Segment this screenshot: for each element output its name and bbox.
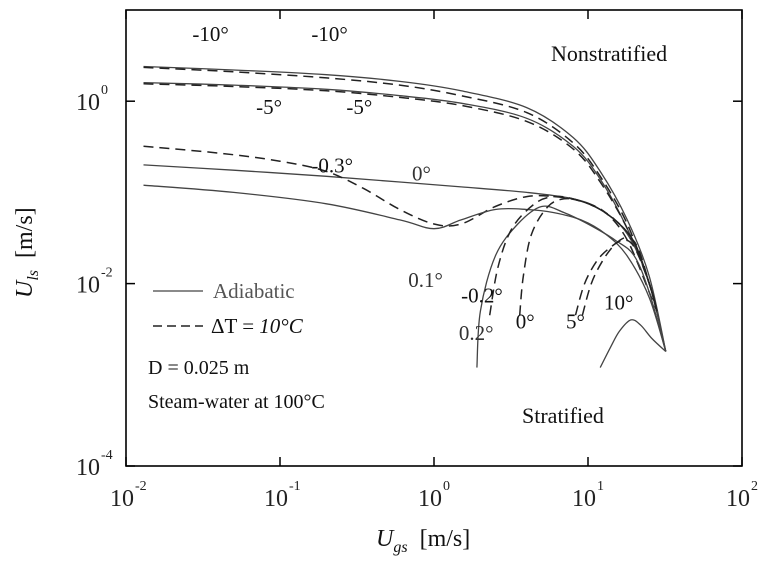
y-tick-label: 10-4: [76, 448, 113, 481]
curve-label: -0.2°: [461, 284, 503, 308]
x-tick-base: 10: [572, 486, 596, 512]
x-tick-label: 10-1: [264, 479, 301, 512]
y-tick-exp: -2: [101, 266, 113, 281]
legend: Adiabatic ΔT = 10°C: [153, 279, 304, 338]
curve-dashed-11: [581, 236, 658, 316]
curve-label: 10°: [604, 291, 633, 315]
legend-heated-value: 10°C: [259, 314, 303, 338]
x-tick-exp: 0: [443, 479, 450, 494]
curve-solid-6: [143, 184, 667, 352]
x-axis-title-main: U: [376, 526, 395, 552]
y-tick-base: 10: [76, 273, 100, 299]
curve-label: -10°: [311, 22, 347, 46]
y-tick-exp: -4: [101, 448, 113, 463]
curve-label: -5°: [256, 95, 282, 119]
curve-solid-12: [599, 319, 667, 368]
y-tick-label: 10-2: [76, 266, 113, 299]
curve-dashed-8: [488, 195, 658, 316]
x-tick-exp: 2: [751, 479, 758, 494]
y-axis-title: Uls [m/s]: [12, 207, 42, 298]
y-axis-title-sub: ls: [25, 270, 42, 281]
x-tick-label: 102: [726, 479, 758, 512]
curve-label: 0.1°: [408, 268, 443, 292]
x-axis-title-sub: gs: [393, 539, 407, 556]
legend-label-heated: ΔT = 10°C: [211, 314, 304, 338]
x-tick-base: 10: [726, 486, 750, 512]
curve-label: 5°: [566, 310, 585, 334]
y-tick-label: 100: [76, 83, 108, 116]
x-tick-exp: -1: [289, 479, 301, 494]
curve-label: 0.2°: [459, 321, 494, 345]
curve-label: 0°: [516, 310, 535, 334]
x-tick-exp: -2: [135, 479, 147, 494]
x-tick-base: 10: [110, 486, 134, 512]
legend-label-adiabatic: Adiabatic: [213, 279, 295, 303]
curve-labels-group: -10° -10° -5° -5° -0.3° 0° 0.1° -0.2° 0.2° 0° 5° 10…: [192, 22, 633, 345]
x-axis-title: Ugs [m/s]: [376, 526, 470, 556]
curve-solid-7: [476, 205, 667, 368]
curve-label: -5°: [346, 95, 372, 119]
note-diameter: D = 0.025 m: [148, 357, 250, 379]
x-tick-base: 10: [264, 486, 288, 512]
x-tick-exp: 1: [597, 479, 604, 494]
curve-dashed-3: [143, 83, 658, 312]
y-axis-title-main: U: [12, 279, 38, 298]
x-tick-label: 10-2: [110, 479, 147, 512]
x-tick-base: 10: [418, 486, 442, 512]
y-axis-title-unit: [m/s]: [12, 207, 38, 258]
legend-heated-prefix: ΔT =: [211, 314, 259, 338]
region-label-nonstratified: Nonstratified: [551, 41, 667, 66]
y-tick-base: 10: [76, 90, 100, 116]
curve-dashed-5: [143, 145, 658, 312]
curve-dashed-9: [518, 197, 658, 316]
curve-label: -10°: [192, 22, 228, 46]
curves-group: [143, 65, 667, 368]
x-tick-label: 100: [418, 479, 450, 512]
curve-solid-0: [143, 65, 667, 352]
x-tick-label: 101: [572, 479, 604, 512]
region-label-stratified: Stratified: [522, 403, 604, 428]
x-axis-title-unit: [m/s]: [420, 526, 471, 552]
y-tick-exp: 0: [101, 83, 108, 98]
y-tick-base: 10: [76, 455, 100, 481]
curve-solid-2: [143, 81, 667, 352]
curve-dashed-1: [143, 66, 658, 312]
curve-label: 0°: [412, 162, 431, 186]
curve-label: -0.3°: [311, 154, 353, 178]
note-fluid: Steam-water at 100°C: [148, 391, 325, 413]
